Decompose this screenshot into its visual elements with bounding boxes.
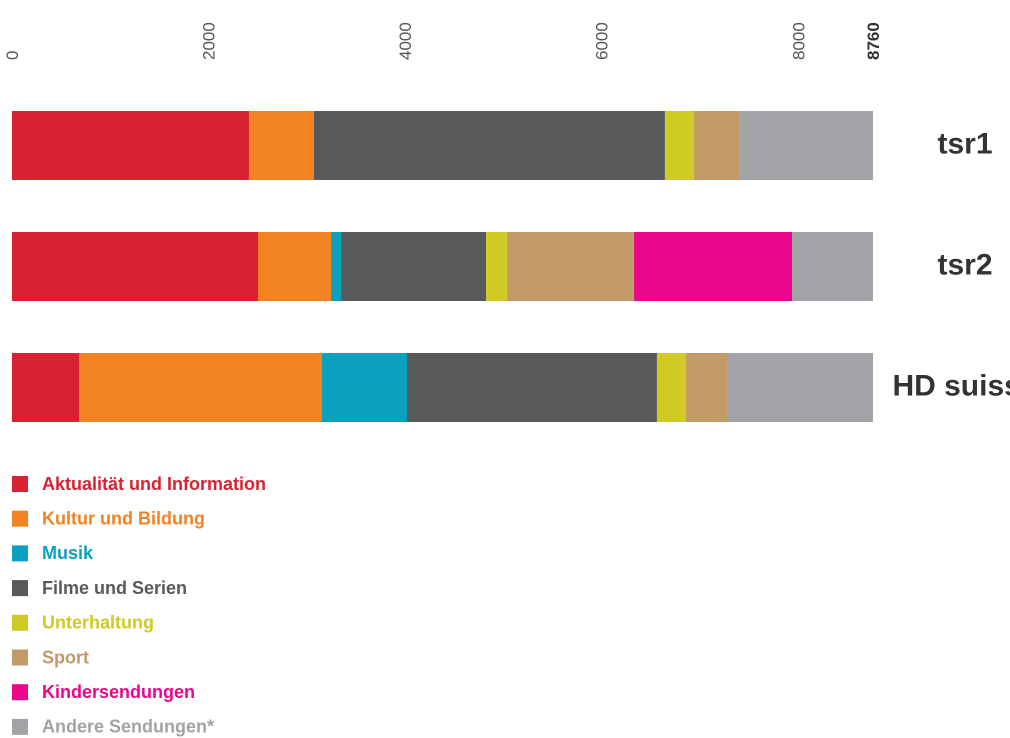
category-label: HD suisse	[892, 369, 1010, 402]
bar-segment	[656, 353, 686, 422]
legend-label: Kultur und Bildung	[42, 508, 205, 528]
bar-segment	[507, 232, 635, 301]
bar-segment	[739, 111, 873, 180]
x-tick-label: 4000	[396, 22, 415, 60]
legend-label: Kindersendungen	[42, 682, 195, 702]
x-tick-label: 8760	[864, 22, 883, 60]
x-tick-label: 8000	[789, 22, 808, 60]
bar-segment	[331, 232, 342, 301]
legend-label: Filme und Serien	[42, 578, 187, 598]
bar-segment	[12, 111, 249, 180]
legend-swatch	[12, 718, 28, 735]
bar-segment	[727, 353, 873, 422]
legend-swatch	[12, 649, 28, 666]
x-tick-label: 6000	[593, 22, 612, 60]
bar-segment	[685, 353, 728, 422]
bar-segment	[792, 232, 873, 301]
x-tick-label: 2000	[200, 22, 219, 60]
bar-segment	[341, 232, 487, 301]
legend-swatch	[12, 614, 28, 631]
bar-segment	[12, 353, 80, 422]
legend-swatch	[12, 684, 28, 701]
bar-segment	[313, 111, 665, 180]
bar-segment	[407, 353, 657, 422]
x-tick-label: 0	[3, 51, 22, 60]
bar-segment	[321, 353, 408, 422]
category-label: tsr1	[937, 127, 992, 160]
bar-segment	[664, 111, 694, 180]
bar-segment	[248, 111, 314, 180]
bar-segment	[693, 111, 740, 180]
category-label: tsr2	[937, 248, 992, 281]
legend-swatch	[12, 510, 28, 527]
legend-label: Andere Sendungen*	[42, 717, 214, 737]
legend-label: Sport	[42, 647, 89, 667]
legend-swatch	[12, 545, 28, 562]
legend-label: Aktualität und Information	[42, 474, 266, 494]
bar-segment	[634, 232, 793, 301]
legend-swatch	[12, 476, 28, 492]
legend-label: Musik	[42, 543, 94, 563]
bar-segment	[79, 353, 322, 422]
bar-segment	[486, 232, 508, 301]
bar-segment	[258, 232, 332, 301]
bar-segment	[12, 232, 259, 301]
legend-label: Unterhaltung	[42, 613, 154, 633]
legend-swatch	[12, 580, 28, 597]
